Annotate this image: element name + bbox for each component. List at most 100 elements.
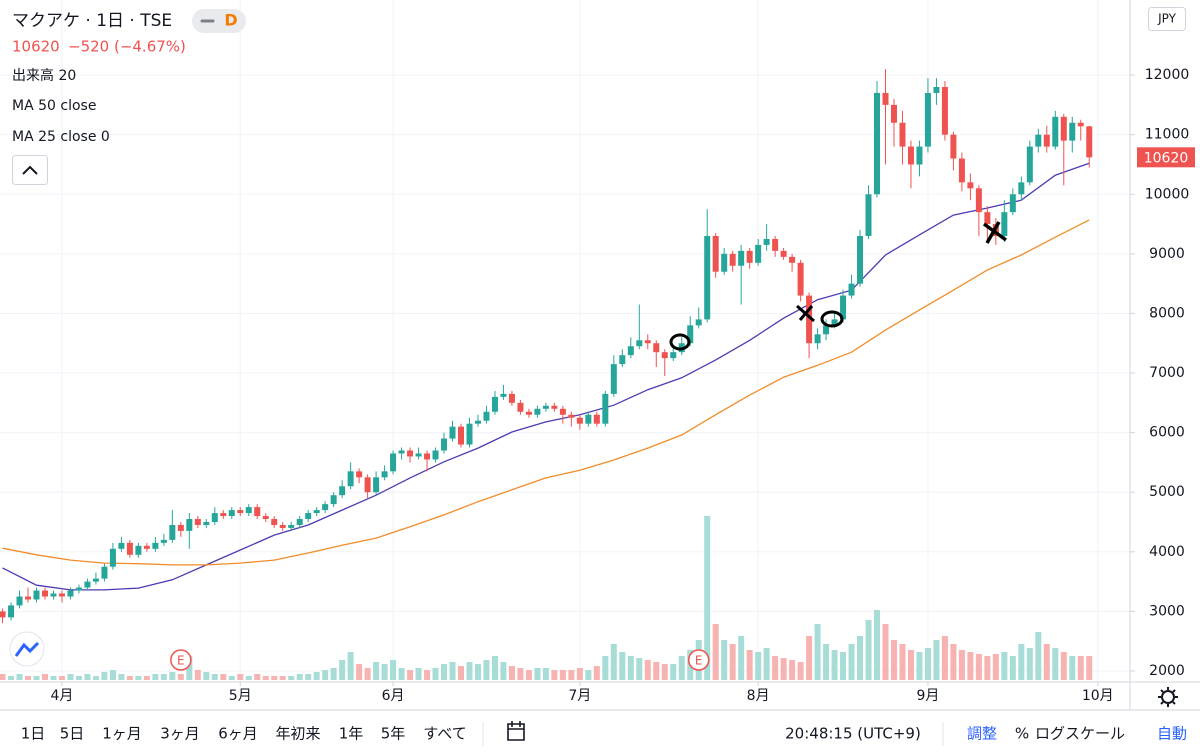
range-button[interactable]: 1ヶ月 (102, 725, 142, 743)
ma-layer (2, 162, 1090, 591)
candle-body (441, 438, 448, 451)
candle-body (1086, 126, 1093, 158)
candle-body (177, 524, 184, 531)
volume-bar (67, 674, 74, 680)
candle-body (924, 92, 931, 147)
volume-bar (118, 674, 125, 680)
y-tick-label: 8000 (1149, 305, 1185, 321)
candle-body (457, 426, 464, 445)
candle-body (542, 405, 549, 409)
volume-bar (143, 676, 150, 680)
volume-bar (1069, 656, 1076, 680)
axis-layer: 2000 3000 4000 5000 6000 7000 8000 9000 10000 110… (51, 67, 1195, 704)
delay-badge: D (224, 11, 237, 30)
x-tick-label: 4月 (51, 688, 74, 704)
candle-body (8, 605, 15, 618)
volume-bar (840, 652, 847, 680)
volume-bar (41, 674, 48, 680)
candle-body (636, 340, 643, 347)
settings-icon[interactable] (1161, 690, 1175, 704)
volume-bar (254, 674, 261, 680)
volume-bar (831, 650, 838, 680)
candle-body (474, 420, 481, 424)
y-tick-label: 9000 (1149, 246, 1185, 262)
volume-bar (857, 636, 864, 680)
candle-body (424, 453, 431, 460)
candle-body (984, 212, 991, 225)
option-button[interactable]: 調整 (967, 725, 997, 743)
candle-body (339, 486, 346, 496)
volume-bar (466, 662, 473, 680)
volume-bar (194, 670, 201, 680)
candle-body (712, 235, 719, 272)
volume-bar (152, 674, 159, 680)
range-button[interactable]: 1日 (21, 725, 46, 743)
candle-body (772, 238, 779, 251)
candle-body (109, 548, 116, 567)
range-button[interactable]: 6ヶ月 (218, 725, 258, 743)
volume-bar (441, 664, 448, 680)
volume-bar (653, 662, 660, 680)
candle-body (245, 507, 252, 514)
candle-body (933, 87, 940, 93)
currency-box (1148, 7, 1186, 31)
range-button[interactable]: すべて (423, 725, 466, 743)
volume-bar (789, 660, 796, 680)
range-button[interactable]: 3ヶ月 (160, 725, 200, 743)
range-button[interactable]: 年初来 (275, 725, 320, 743)
option-button[interactable]: % (1015, 725, 1029, 743)
earnings-marker[interactable] (170, 649, 192, 671)
volume-layer (0, 516, 1093, 680)
volume-bar (25, 676, 32, 680)
volume-bar (814, 624, 821, 680)
candle-body (848, 283, 855, 296)
candle-body (322, 504, 329, 511)
volume-bar (823, 644, 830, 680)
candle-body (797, 262, 804, 296)
candle-body (1035, 134, 1042, 147)
volume-bar (364, 668, 371, 680)
candle-body (186, 519, 193, 531)
volume-bar (551, 670, 558, 680)
currency-label: JPY (1157, 12, 1177, 26)
range-button[interactable]: 5日 (60, 725, 85, 743)
volume-bar (1026, 648, 1033, 680)
volume-bar (8, 676, 15, 680)
range-button[interactable]: 1年 (339, 725, 364, 743)
calendar-icon[interactable] (507, 721, 525, 741)
volume-bar (1086, 656, 1093, 680)
candle-body (950, 134, 957, 159)
candle-body (16, 596, 23, 606)
range-button[interactable]: 5年 (381, 725, 406, 743)
candle-body (169, 524, 176, 540)
y-tick-label: 6000 (1149, 425, 1185, 441)
candle-body (1018, 182, 1025, 195)
collapse-button[interactable] (12, 155, 48, 185)
option-button[interactable]: ログスケール (1035, 725, 1125, 743)
volume-bar (619, 652, 626, 680)
volume-bar (1035, 632, 1042, 680)
hand-circle (820, 310, 844, 328)
candle-body (551, 405, 558, 409)
candle-body (330, 495, 337, 505)
candle-body (500, 393, 507, 397)
volume-bar (746, 650, 753, 680)
grid (0, 0, 1130, 682)
volume-bar (398, 668, 405, 680)
candle-body (814, 334, 821, 344)
volume-bar (874, 610, 881, 680)
earnings-marker[interactable] (687, 649, 710, 671)
candle-body (619, 355, 626, 365)
candle-body (143, 545, 150, 549)
volume-bar (33, 676, 40, 680)
candle-body (262, 516, 269, 520)
candle-body (84, 581, 91, 588)
candle-body (1009, 194, 1016, 213)
volume-bar (848, 644, 855, 680)
volume-bar (1060, 652, 1067, 680)
candle-body (525, 411, 532, 415)
option-button[interactable]: 自動 (1157, 725, 1187, 743)
symbol-title: マクアケ · 1日 · TSE (12, 11, 172, 31)
price-change: −520 (−4.67%) (68, 38, 186, 56)
last-price-box (1137, 147, 1195, 168)
